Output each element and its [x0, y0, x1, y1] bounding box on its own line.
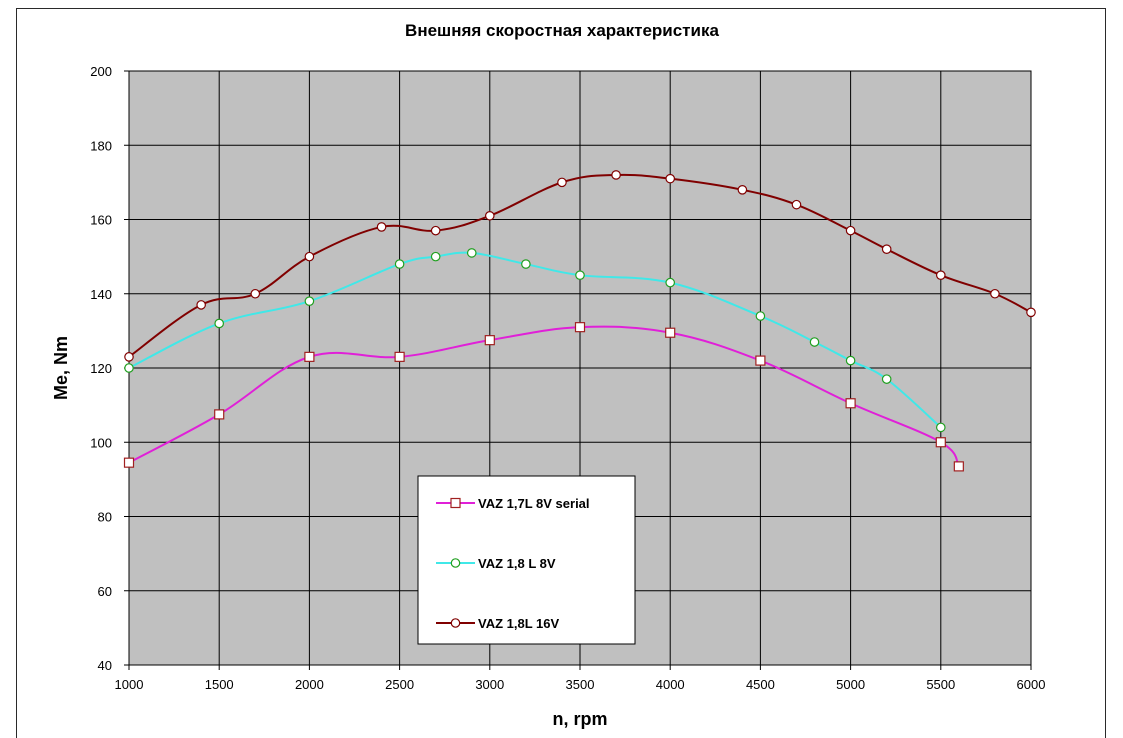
data-point — [845, 225, 856, 236]
x-tick-label: 3500 — [566, 677, 595, 692]
y-tick-label: 180 — [90, 138, 112, 153]
x-tick-label: 6000 — [1017, 677, 1046, 692]
series-2 — [124, 248, 946, 433]
y-tick-label: 100 — [90, 435, 112, 450]
legend-item: VAZ 1,8 L 8V — [436, 556, 556, 571]
data-point — [557, 177, 567, 188]
data-point — [214, 409, 225, 420]
legend: VAZ 1,7L 8V serial VAZ 1,8 L 8V VAZ 1,8L 1… — [417, 475, 636, 645]
data-point — [304, 296, 315, 306]
y-tick-label: 120 — [90, 361, 112, 376]
x-tick-label: 1000 — [115, 677, 144, 692]
data-point — [574, 322, 586, 333]
data-point — [665, 173, 675, 184]
legend-marker — [450, 558, 461, 568]
x-axis-label: n, rpm — [552, 709, 607, 729]
series-1 — [123, 322, 964, 472]
data-point — [304, 251, 315, 262]
data-point — [430, 225, 441, 236]
data-point — [665, 277, 675, 288]
data-point — [430, 251, 441, 262]
data-point — [124, 363, 134, 373]
chart-frame — [16, 8, 1106, 738]
data-point — [953, 461, 964, 472]
data-point — [881, 244, 892, 254]
data-point — [990, 288, 1000, 299]
data-point — [196, 300, 206, 310]
legend-label: VAZ 1,7L 8V serial — [478, 496, 590, 511]
data-point — [611, 170, 621, 180]
series-lines — [123, 170, 1036, 472]
y-tick-label: 140 — [90, 287, 112, 302]
data-point — [791, 199, 802, 210]
y-tick-label: 160 — [90, 213, 112, 228]
data-point — [809, 337, 820, 347]
legend-label: VAZ 1,8 L 8V — [478, 556, 556, 571]
data-point — [250, 288, 261, 299]
data-point — [304, 351, 315, 362]
data-point — [394, 259, 405, 269]
legend-marker — [450, 497, 461, 509]
data-point — [466, 248, 477, 258]
data-point — [575, 270, 585, 280]
x-tick-label: 2000 — [295, 677, 324, 692]
grid-lines — [124, 70, 1032, 670]
data-point — [484, 210, 495, 221]
data-point — [1026, 307, 1036, 318]
data-point — [881, 374, 892, 384]
x-tick-label: 5500 — [926, 677, 955, 692]
legend-item: VAZ 1,8L 16V — [436, 616, 559, 631]
data-point — [845, 355, 856, 366]
y-tick-label: 40 — [98, 658, 112, 673]
data-point — [124, 352, 134, 362]
data-point — [376, 222, 387, 232]
x-tick-label: 5000 — [836, 677, 865, 692]
legend-marker — [450, 618, 461, 628]
data-point — [755, 355, 766, 366]
data-point — [484, 335, 495, 346]
y-tick-label: 80 — [98, 510, 112, 525]
data-point — [394, 351, 405, 362]
series-line — [128, 173, 1032, 358]
y-tick-label: 60 — [98, 584, 112, 599]
data-point — [935, 270, 946, 280]
data-point — [521, 259, 531, 269]
data-point — [214, 318, 224, 329]
y-axis-label: Me, Nm — [51, 336, 71, 400]
data-point — [845, 398, 856, 409]
x-tick-label: 1500 — [205, 677, 234, 692]
tick-labels: 1000 1500 2000 2500 3000 3500 4000 4500 5000 5500… — [90, 64, 1045, 692]
data-point — [665, 327, 676, 338]
chart-title: Внешняя скоростная характеристика — [405, 21, 719, 40]
data-point — [123, 457, 135, 468]
legend-label: VAZ 1,8L 16V — [478, 616, 559, 631]
series-3 — [124, 170, 1036, 362]
data-point — [755, 311, 766, 321]
legend-item: VAZ 1,7L 8V serial — [436, 496, 590, 511]
data-point — [935, 437, 946, 448]
data-point — [737, 185, 748, 195]
y-tick-label: 200 — [90, 64, 112, 79]
x-tick-label: 4000 — [656, 677, 685, 692]
data-point — [935, 422, 946, 433]
x-tick-label: 3000 — [475, 677, 504, 692]
x-tick-label: 2500 — [385, 677, 414, 692]
x-tick-label: 4500 — [746, 677, 775, 692]
